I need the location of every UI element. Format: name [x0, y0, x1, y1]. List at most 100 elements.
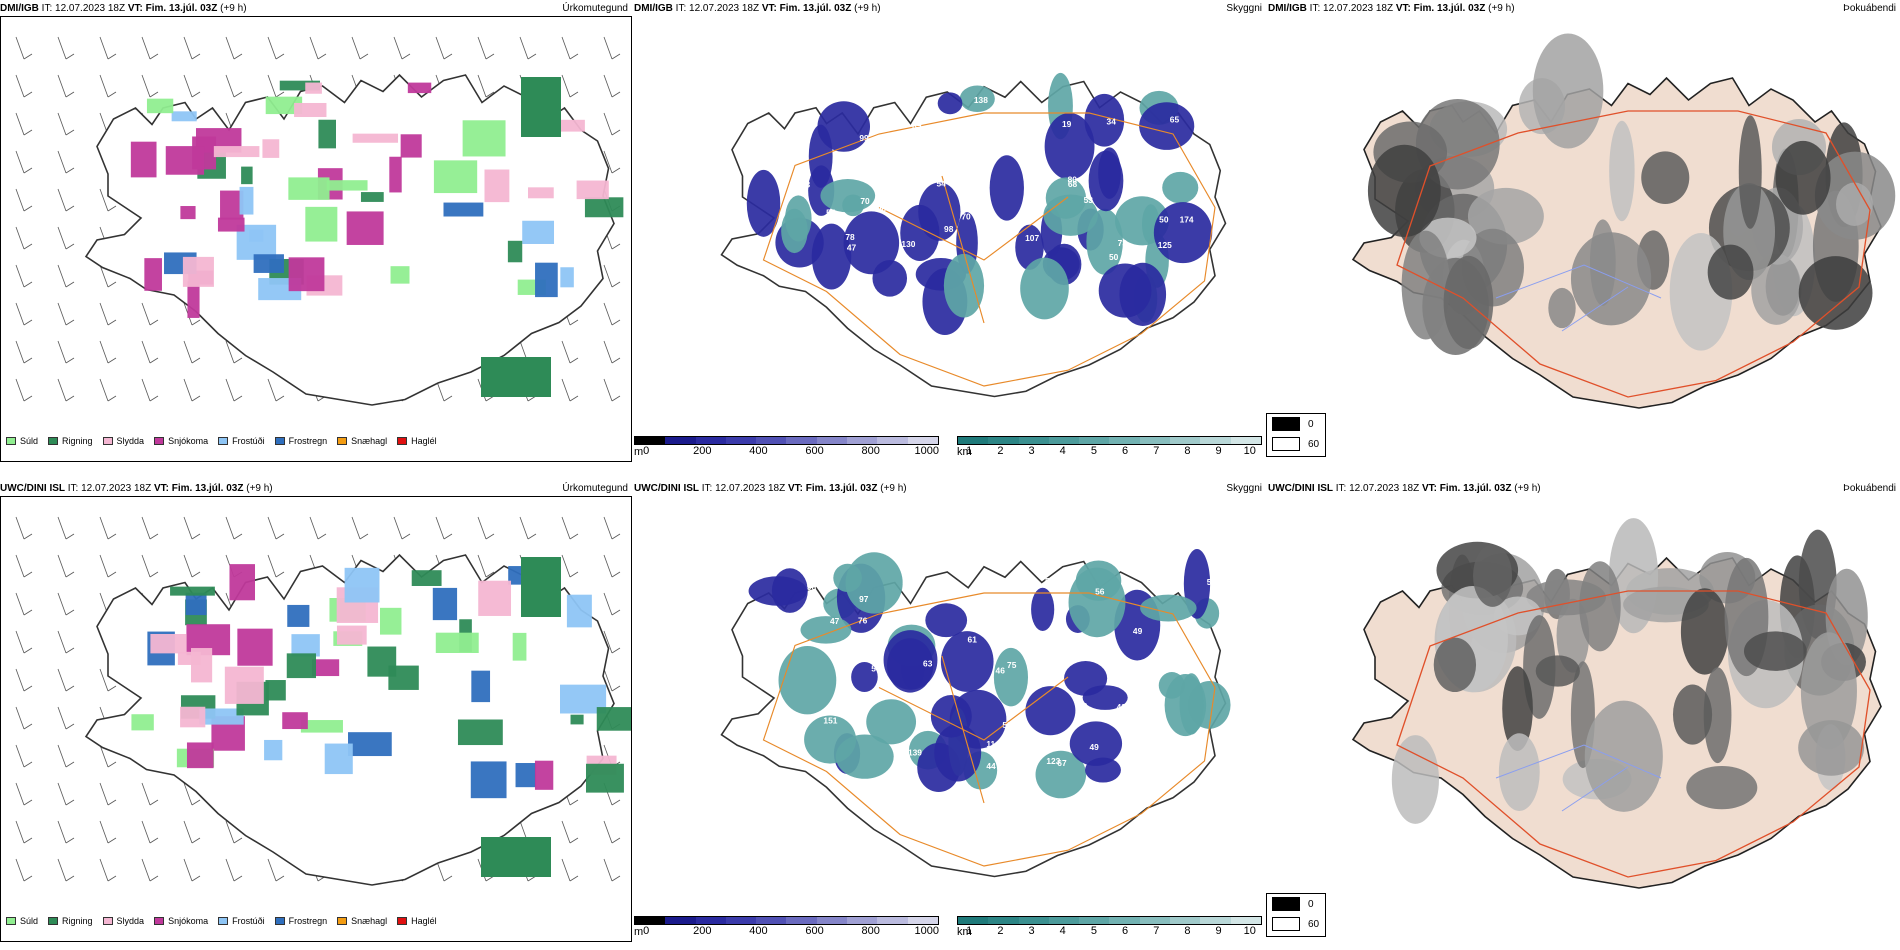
wind-barb-flag: [65, 243, 75, 250]
precip-cell: [584, 197, 624, 218]
panel-header: UWC/DINI ISL IT: 12.07.2023 18Z VT: Fim.…: [1268, 480, 1900, 498]
wind-barb-flag: [107, 205, 117, 212]
lead-time: (+9 h): [220, 3, 247, 14]
legend-item: Snjókoma: [154, 436, 208, 446]
iceland-group: [84, 73, 624, 406]
wind-barb-flag: [485, 533, 495, 540]
visibility-value-label: 99: [859, 133, 869, 143]
wind-barb-flag: [149, 571, 159, 578]
precip-cell: [170, 586, 215, 596]
wind-barb-flag: [23, 837, 33, 844]
lead-time: (+9 h): [1514, 483, 1541, 494]
colorbar-step: [958, 917, 989, 924]
legend-item: Súld: [6, 436, 38, 446]
wind-barb-flag: [317, 53, 327, 60]
precip-cell: [291, 634, 320, 657]
wind-barb-flag: [569, 571, 579, 578]
wind-barb: [225, 340, 235, 364]
colorbar-tick-label: 1: [966, 445, 973, 457]
row2-visibility-panel: UWC/DINI ISL IT: 12.07.2023 18Z VT: Fim.…: [634, 483, 1326, 942]
visibility-value-label: 53: [1140, 177, 1150, 187]
precip-cell: [560, 267, 574, 288]
visibility-cell: [1153, 202, 1213, 264]
wind-barb: [57, 782, 67, 806]
wind-barb-flag: [65, 205, 75, 212]
colorbar-step: [1079, 917, 1110, 924]
legend-swatch: [102, 917, 113, 925]
visibility-cell: [918, 182, 961, 241]
fog-cell: [1433, 637, 1477, 693]
colorbar-tick-label: 8: [1184, 925, 1191, 937]
wind-barb-flag: [569, 875, 579, 882]
wind-barb-flag: [443, 875, 453, 882]
visibility-value-label: 58: [1002, 720, 1012, 730]
wind-barb-flag: [485, 53, 495, 60]
colorbar-tick-label: 400: [749, 445, 768, 457]
visibility-value-label: 300: [907, 145, 921, 155]
fog-cell: [1738, 115, 1762, 229]
legend-label: Frostúði: [232, 916, 265, 926]
wind-barb: [141, 36, 151, 60]
wind-barb: [99, 74, 109, 98]
visibility-values: 105 75 52 50 54 62 51 66 78 50 53 73 69 97 47 53 56 19 64 1…: [783, 95, 1216, 262]
precip-cell: [318, 119, 336, 149]
wind-barb: [57, 744, 67, 768]
fog-key-row: 0: [1267, 894, 1325, 914]
precip-cell: [481, 837, 551, 877]
precip-cell: [379, 607, 402, 635]
panel-header: UWC/DINI ISL IT: 12.07.2023 18Z VT: Fim.…: [0, 480, 632, 498]
wind-barb-flag: [527, 53, 537, 60]
wind-barb-flag: [149, 357, 159, 364]
wind-barb: [183, 782, 193, 806]
precip-cell: [389, 156, 402, 193]
precip-cell: [286, 653, 316, 679]
visibility-cell: [1035, 750, 1087, 799]
panel-variable: Þokuábendi: [1843, 3, 1896, 14]
legend-label: Rigning: [62, 436, 93, 446]
wind-barb: [99, 554, 109, 578]
precip-cell: [264, 739, 283, 761]
wind-barb: [267, 516, 277, 540]
wind-barb: [183, 820, 193, 844]
visibility-value-label: 105: [958, 162, 972, 172]
fog-index-map: [1351, 518, 1882, 889]
wind-barb-flag: [611, 647, 621, 654]
precip-cell: [165, 146, 205, 175]
model-name: DMI/IGB: [1268, 3, 1307, 14]
legend-label: Slydda: [116, 916, 145, 926]
visibility-value-label: 47: [830, 616, 840, 626]
wind-barb-flag: [149, 799, 159, 806]
precip-cell: [199, 708, 244, 725]
precip-cell: [512, 632, 527, 661]
precip-cell: [229, 564, 256, 601]
visibility-value-label: 151: [823, 716, 837, 726]
visibility-cell: [1025, 686, 1076, 736]
wind-barb: [561, 554, 571, 578]
legend-label: Snæhagl: [351, 916, 388, 926]
wind-barb: [519, 516, 529, 540]
visibility-value-label: 55: [1046, 651, 1056, 661]
visibility-value-label: 75: [1007, 660, 1017, 670]
wind-barb: [183, 858, 193, 882]
colorbar-step: [816, 917, 848, 924]
ring-road: [1396, 590, 1871, 878]
fog-cell: [1686, 765, 1758, 810]
river-network: [1495, 744, 1662, 812]
panel-variable: Þokuábendi: [1843, 483, 1896, 494]
wind-barb: [57, 340, 67, 364]
precip-cell: [400, 134, 422, 158]
visibility-value-label: 69: [1151, 173, 1161, 183]
visibility-value-label: 130: [901, 239, 915, 249]
wind-barb-flag: [107, 91, 117, 98]
visibility-value-label: 70: [860, 196, 870, 206]
visibility-value-label: 63: [923, 659, 933, 669]
wind-barb-flag: [23, 761, 33, 768]
visibility-value-label: 123: [1046, 756, 1060, 766]
precip-cell: [217, 217, 245, 232]
vt-value: Fim. 13.júl. 03Z: [779, 3, 852, 14]
visibility-cell: [930, 695, 972, 738]
colorbar-step: [1139, 437, 1171, 444]
fog-cell: [1579, 561, 1621, 652]
precip-cell: [279, 80, 321, 91]
colorbar-ticks: 1 2 3 4 5 6 7 8 9 10: [957, 925, 1262, 938]
